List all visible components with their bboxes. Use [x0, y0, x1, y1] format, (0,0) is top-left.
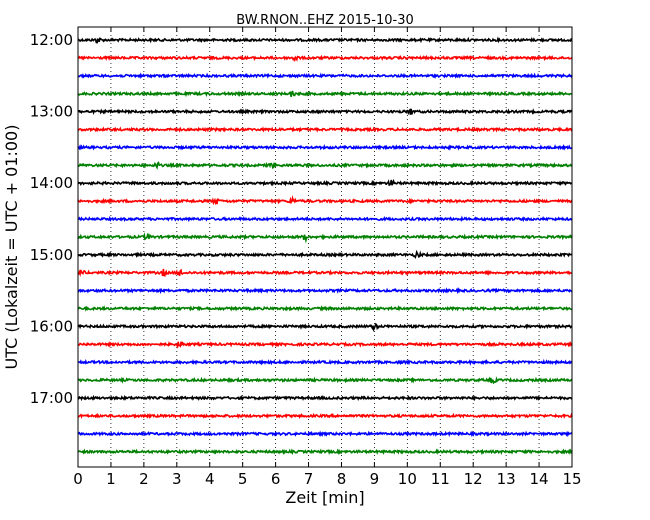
x-tick-label: 3	[172, 470, 182, 488]
seismic-trace	[77, 72, 573, 80]
x-axis-label: Zeit [min]	[285, 488, 364, 507]
x-ticks: 0 1 2 3 4 5 6 7 8 9 10 11 12 13 14 15	[73, 27, 582, 488]
seismic-trace	[77, 126, 573, 133]
grid-lines	[110, 27, 540, 467]
y-tick-label: 16:00	[30, 317, 73, 335]
x-tick-label: 11	[431, 470, 450, 488]
x-tick-label: 10	[398, 470, 417, 488]
x-tick-label: 12	[464, 470, 483, 488]
x-tick-label: 0	[73, 470, 83, 488]
seismic-trace	[77, 161, 572, 170]
y-ticks: 12:00 13:00 14:00 15:00 16:00 17:00	[30, 31, 572, 407]
y-tick-label: 15:00	[30, 246, 73, 264]
seismic-trace	[77, 54, 573, 63]
seismic-trace	[77, 287, 573, 295]
x-tick-label: 6	[271, 470, 281, 488]
traces-group	[77, 36, 573, 456]
seismic-trace	[77, 358, 573, 366]
seismic-trace	[77, 108, 573, 116]
y-tick-label: 12:00	[30, 31, 73, 49]
x-tick-label: 4	[205, 470, 215, 488]
y-tick-label: 17:00	[30, 389, 73, 407]
seismic-trace	[77, 194, 573, 206]
seismic-trace	[77, 340, 573, 349]
x-tick-label: 1	[106, 470, 116, 488]
seismic-trace	[77, 249, 573, 260]
y-tick-label: 14:00	[30, 174, 73, 192]
seismic-trace	[77, 178, 573, 187]
x-tick-label: 2	[139, 470, 149, 488]
seismic-trace	[77, 376, 573, 385]
seismic-trace	[77, 268, 573, 278]
seismic-trace	[77, 430, 573, 438]
seismic-trace	[77, 143, 573, 151]
seismic-trace	[77, 90, 573, 98]
seismic-trace	[77, 448, 573, 456]
x-tick-label: 8	[337, 470, 347, 488]
x-tick-label: 7	[304, 470, 314, 488]
chart-title: BW.RNON..EHZ 2015-10-30	[236, 13, 414, 28]
x-tick-label: 15	[562, 470, 581, 488]
seismic-trace	[77, 322, 573, 332]
seismic-trace	[77, 232, 573, 244]
seismic-trace	[77, 36, 573, 44]
x-tick-label: 9	[370, 470, 380, 488]
x-tick-label: 14	[530, 470, 549, 488]
seismic-trace	[78, 412, 573, 420]
y-tick-label: 13:00	[30, 103, 73, 121]
y-axis-label: UTC (Lokalzeit = UTC + 01:00)	[2, 125, 21, 370]
x-tick-label: 13	[497, 470, 516, 488]
seismic-trace	[77, 305, 573, 312]
seismic-trace	[77, 394, 573, 402]
plot-frame	[77, 26, 573, 468]
x-tick-label: 5	[238, 470, 248, 488]
seismic-trace	[77, 215, 573, 223]
